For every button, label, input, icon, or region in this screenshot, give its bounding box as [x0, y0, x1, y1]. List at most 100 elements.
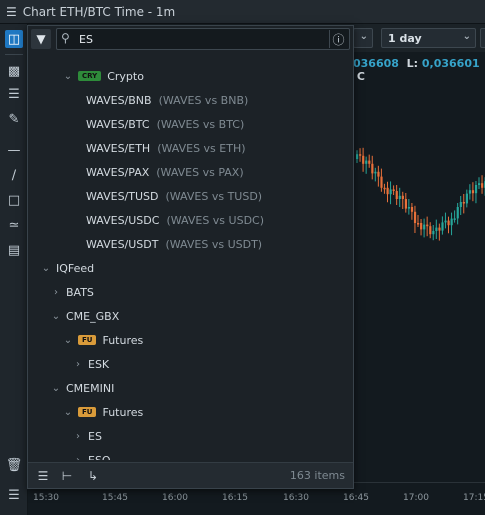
- candle-body: [453, 218, 456, 220]
- list-item[interactable]: WAVES/BNB (WAVES vs BNB): [28, 88, 353, 112]
- candle-body: [459, 202, 462, 207]
- tree-node-cme-gbx[interactable]: ⌄ CME_GBX: [28, 304, 353, 328]
- ruler-icon[interactable]: ▤: [7, 242, 21, 258]
- candle-body: [468, 190, 472, 194]
- chevron-down-icon[interactable]: ⌄: [41, 262, 51, 274]
- filter-icon[interactable]: ▼: [31, 29, 51, 49]
- search-row: ▼ ⚲ ⓘ: [28, 26, 353, 52]
- tree-node-label: ESK: [88, 357, 110, 371]
- list-item[interactable]: WAVES/BTC (WAVES vs BTC): [28, 112, 353, 136]
- layers-icon[interactable]: ☰: [8, 86, 20, 102]
- candle-body: [444, 220, 447, 223]
- tree-node-esq[interactable]: › ESQ: [28, 448, 353, 461]
- time-tick-label: 16:45: [343, 493, 369, 503]
- search-box: ⚲ ⓘ: [56, 28, 350, 50]
- list-item[interactable]: WAVES/PAX (WAVES vs PAX): [28, 160, 353, 184]
- candle-body: [423, 224, 426, 230]
- tree-node-label: ESQ: [88, 453, 111, 461]
- candle-body: [395, 191, 398, 199]
- candle-body: [450, 218, 453, 226]
- time-tick-label: 16:00: [162, 493, 188, 503]
- fibonacci-icon[interactable]: ≃: [8, 217, 20, 233]
- chevron-right-icon[interactable]: ›: [54, 286, 58, 298]
- candle-body: [365, 160, 368, 164]
- symbol-description: (WAVES vs BNB): [158, 93, 249, 107]
- candle-body: [404, 199, 407, 209]
- toolbar-divider: [5, 54, 23, 55]
- chevron-down-icon[interactable]: ⌄: [63, 334, 73, 346]
- symbol-description: (WAVES vs BTC): [156, 117, 245, 131]
- candle-body: [398, 195, 401, 199]
- tree-node-cmemini[interactable]: ⌄ CMEMINI: [28, 376, 353, 400]
- chevron-right-icon[interactable]: ›: [76, 358, 80, 370]
- chevron-right-icon[interactable]: ›: [76, 430, 80, 442]
- symbol-description: (WAVES vs USDT): [165, 237, 263, 251]
- chevron-down-icon: ⌄: [462, 31, 471, 42]
- candle-body: [417, 223, 420, 225]
- candle-body: [407, 207, 411, 209]
- chevron-down-icon[interactable]: ⌄: [63, 70, 73, 82]
- pencil-icon[interactable]: ✎: [8, 111, 20, 127]
- symbol-name: WAVES/BNB: [86, 93, 152, 107]
- chevron-right-icon[interactable]: ›: [76, 454, 80, 461]
- candle-body: [471, 190, 475, 194]
- delete-icon[interactable]: 🗑: [5, 457, 23, 473]
- candle-body: [356, 154, 359, 159]
- tree-node-crypto[interactable]: ⌄ CRY Crypto: [28, 64, 353, 88]
- candle-body: [465, 193, 468, 204]
- candle-body: [474, 185, 478, 194]
- symbol-search-popup: ▼ ⚲ ⓘ ⌄ CRY Crypto WAVES/BNB (WAVES vs B…: [27, 25, 354, 489]
- tree-node-esk[interactable]: › ESK: [28, 352, 353, 376]
- search-icon: ⚲: [61, 31, 70, 45]
- trend-line-icon[interactable]: ∕: [11, 167, 17, 183]
- rectangle-icon[interactable]: □: [7, 192, 21, 208]
- tree-node-label: Futures: [102, 333, 144, 347]
- ohlc-readout: 036608 L: 0,036601 C: [353, 57, 485, 83]
- list-item[interactable]: WAVES/USDC (WAVES vs USDC): [28, 208, 353, 232]
- tree-node-bats[interactable]: › BATS: [28, 280, 353, 304]
- tree-node-es[interactable]: › ES: [28, 424, 353, 448]
- tree-node-futures[interactable]: ⌄ FU Futures: [28, 328, 353, 352]
- info-icon[interactable]: ⓘ: [329, 30, 347, 48]
- tree-node-futures[interactable]: ⌄ FU Futures: [28, 400, 353, 424]
- horizontal-line-icon[interactable]: —: [7, 142, 21, 158]
- symbol-name: WAVES/ETH: [86, 141, 151, 155]
- tree-node-label: CME_GBX: [66, 309, 120, 323]
- chevron-down-icon: ⌄: [359, 31, 368, 42]
- low-value: 0,036601: [421, 57, 480, 70]
- symbol-description: (WAVES vs PAX): [156, 165, 244, 179]
- candle-body: [359, 154, 362, 156]
- search-input[interactable]: [79, 31, 319, 47]
- list-view-icon[interactable]: ☰: [37, 469, 49, 483]
- tree-view-icon[interactable]: ⊢: [61, 469, 73, 483]
- more-dropdown[interactable]: [480, 28, 485, 48]
- candle-body: [435, 227, 438, 231]
- tree-node-label: IQFeed: [56, 261, 95, 275]
- time-tick-label: 17:00: [403, 493, 429, 503]
- chevron-down-icon[interactable]: ⌄: [51, 382, 61, 394]
- hierarchy-icon[interactable]: ↳: [87, 469, 99, 483]
- interval-dropdown[interactable]: 1 day ⌄: [381, 28, 476, 48]
- candle-body: [438, 227, 441, 231]
- candle-body: [447, 220, 450, 226]
- list-item[interactable]: WAVES/ETH (WAVES vs ETH): [28, 136, 353, 160]
- panel-toggle-icon[interactable]: ◫: [5, 30, 23, 48]
- list-view-icon[interactable]: ☰: [8, 487, 20, 503]
- symbol-name: WAVES/TUSD: [86, 189, 159, 203]
- candle-body: [420, 223, 423, 230]
- chart-type-icon[interactable]: ▩: [7, 63, 21, 79]
- list-item[interactable]: WAVES/TUSD (WAVES vs TUSD): [28, 184, 353, 208]
- symbol-name: WAVES/BTC: [86, 117, 150, 131]
- low-label: L:: [406, 57, 419, 70]
- chevron-down-icon[interactable]: ⌄: [51, 310, 61, 322]
- candle-body: [426, 224, 429, 227]
- list-item[interactable]: WAVES/USDT (WAVES vs USDT): [28, 232, 353, 256]
- candle-body: [456, 207, 459, 219]
- tree-node-iqfeed[interactable]: ⌄ IQFeed: [28, 256, 353, 280]
- symbol-name: WAVES/USDT: [86, 237, 159, 251]
- chevron-down-icon[interactable]: ⌄: [63, 406, 73, 418]
- time-tick-label: 15:30: [33, 493, 59, 503]
- candle-body: [386, 187, 389, 195]
- hamburger-icon[interactable]: ☰: [6, 4, 17, 19]
